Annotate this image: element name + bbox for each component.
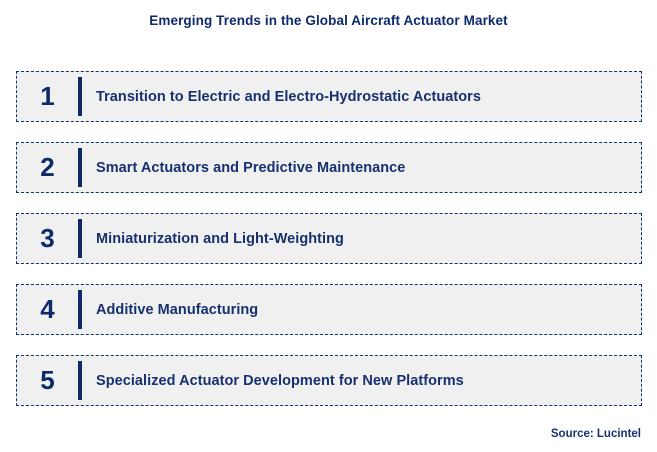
vertical-divider — [78, 77, 82, 116]
trend-label: Miniaturization and Light-Weighting — [96, 230, 344, 247]
list-item: 4 Additive Manufacturing — [16, 284, 642, 335]
trend-label: Smart Actuators and Predictive Maintenan… — [96, 159, 406, 176]
source-attribution: Source: Lucintel — [550, 428, 641, 440]
trend-list: 1 Transition to Electric and Electro-Hyd… — [16, 71, 642, 406]
trend-rank-number: 2 — [40, 151, 55, 182]
vertical-divider — [78, 290, 82, 329]
list-item: 5 Specialized Actuator Development for N… — [16, 355, 642, 406]
trend-rank-number: 4 — [40, 293, 55, 324]
list-item: 3 Miniaturization and Light-Weighting — [16, 213, 642, 264]
vertical-divider — [78, 361, 82, 400]
vertical-divider — [78, 219, 82, 258]
page-title: Emerging Trends in the Global Aircraft A… — [149, 13, 508, 28]
vertical-divider — [78, 148, 82, 187]
trend-label: Additive Manufacturing — [96, 301, 259, 318]
list-item: 2 Smart Actuators and Predictive Mainten… — [16, 142, 642, 193]
list-item: 1 Transition to Electric and Electro-Hyd… — [16, 71, 642, 122]
trend-rank-number: 3 — [40, 222, 55, 253]
trend-rank-number: 5 — [40, 364, 55, 395]
trend-rank-number: 1 — [40, 80, 55, 111]
trend-label: Transition to Electric and Electro-Hydro… — [96, 88, 481, 105]
trend-label: Specialized Actuator Development for New… — [96, 372, 464, 389]
